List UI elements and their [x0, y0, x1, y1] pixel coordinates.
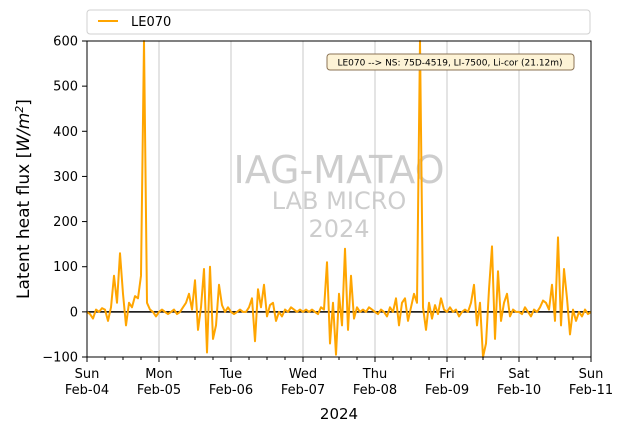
- x-tick-day: Fri: [439, 367, 455, 382]
- watermark: IAG-MATAO LAB MICRO 2024: [233, 148, 444, 243]
- x-tick-date: Feb-07: [281, 383, 325, 398]
- y-axis-label-close: ]: [14, 99, 34, 106]
- legend-box: [86, 9, 591, 35]
- y-tick-label: 200: [53, 215, 78, 230]
- x-tick-date: Feb-05: [137, 383, 181, 398]
- x-tick-day: Sun: [579, 367, 604, 382]
- x-tick-day: Tue: [219, 367, 242, 382]
- series-line-le070: [86, 40, 592, 358]
- legend: LE070: [86, 9, 591, 35]
- x-tick-date: Feb-06: [209, 383, 253, 398]
- x-tick-date: Feb-04: [65, 383, 109, 398]
- annotation-text: LE070 --> NS: 75D-4519, LI-7500, Li-cor …: [337, 59, 562, 69]
- y-tick-label: 600: [53, 35, 78, 50]
- y-tick-label: −100: [42, 351, 78, 366]
- y-axis-label-unit-w: W: [14, 134, 34, 152]
- plot-area: [86, 40, 592, 358]
- y-tick-label: 400: [53, 125, 78, 140]
- watermark-title: IAG-MATAO: [233, 148, 444, 192]
- x-tick-date: Feb-09: [425, 383, 469, 398]
- x-tick-day: Wed: [289, 367, 317, 382]
- annotation-box: [326, 53, 575, 71]
- y-axis: −100 0 100 200 300 400 500 600: [42, 35, 87, 366]
- x-axis-label: 2024: [320, 405, 358, 423]
- watermark-year: 2024: [308, 215, 369, 243]
- x-tick-date: Feb-08: [353, 383, 397, 398]
- y-axis-label: Latent heat flux [W/m2]: [13, 99, 35, 299]
- y-tick-label: 100: [53, 260, 78, 275]
- y-axis-label-unit-sup: 2: [13, 106, 26, 113]
- vertical-grid: [158, 41, 520, 357]
- x-tick-day: Sun: [75, 367, 100, 382]
- x-tick-date: Feb-10: [497, 383, 541, 398]
- y-tick-label: 0: [70, 305, 78, 320]
- x-tick-day: Thu: [362, 367, 387, 382]
- y-tick-label: 500: [53, 80, 78, 95]
- y-axis-label-unit-m: /m: [14, 113, 34, 137]
- x-axis: SunFeb-04MonFeb-05TueFeb-06WedFeb-07ThuF…: [65, 357, 613, 398]
- x-tick-day: Mon: [145, 367, 172, 382]
- watermark-subtitle: LAB MICRO: [272, 187, 407, 215]
- x-tick-date: Feb-11: [569, 383, 613, 398]
- y-axis-label-base: Latent heat flux [: [14, 152, 34, 299]
- legend-label-le070: LE070: [131, 15, 171, 30]
- annotation: LE070 --> NS: 75D-4519, LI-7500, Li-cor …: [326, 53, 575, 71]
- x-tick-day: Sat: [508, 367, 529, 382]
- y-tick-label: 300: [53, 170, 78, 185]
